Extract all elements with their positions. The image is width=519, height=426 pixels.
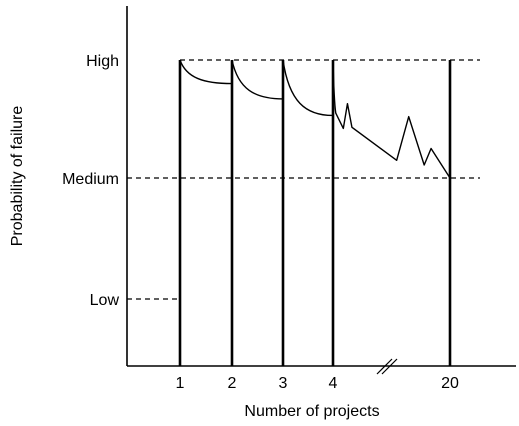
decay-curve-2 [231,59,284,100]
x-axis-title: Number of projects [244,403,379,420]
decay-tail [332,59,451,179]
decay-curve-3 [282,59,334,117]
x-tick-label-4: 4 [329,375,338,392]
y-tick-label-low: Low [90,292,120,309]
y-axis-title: Probability of failure [9,106,26,247]
x-tick-label-1: 1 [176,375,185,392]
decay-curves [179,59,451,179]
y-tick-labels: Low Medium High [62,53,119,309]
x-tick-label-2: 2 [228,375,237,392]
axes [126,6,516,375]
axis-break-mark [376,358,398,375]
x-tick-label-3: 3 [279,375,288,392]
y-tick-label-high: High [86,53,119,70]
y-tick-label-medium: Medium [62,171,119,188]
project-bars [178,60,452,366]
reference-lines [127,59,480,300]
x-tick-labels: 1 2 3 4 20 [176,375,459,392]
decay-curve-1 [179,59,233,85]
x-tick-label-20: 20 [441,375,459,392]
